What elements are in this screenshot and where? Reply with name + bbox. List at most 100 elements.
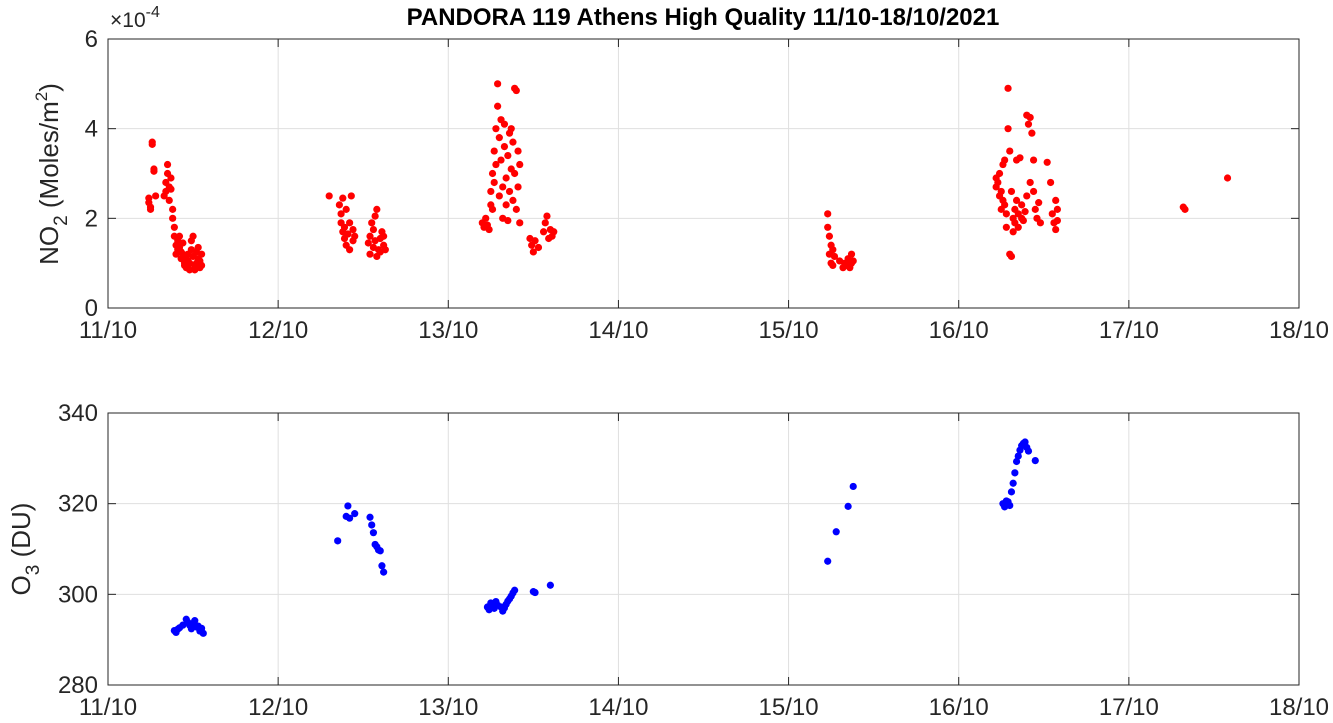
no2-data-point: [366, 232, 374, 240]
no2-data-point: [337, 210, 345, 218]
no2-data-point: [152, 192, 160, 200]
o3-y-tick-label: 280: [58, 672, 98, 699]
no2-data-point: [504, 151, 512, 160]
no2-data-point: [194, 243, 202, 252]
no2-data-point: [1046, 178, 1055, 187]
no2-data-point: [179, 239, 187, 247]
no2-data-point: [1002, 210, 1010, 218]
no2-data-point: [1002, 223, 1010, 231]
no2-data-point: [494, 102, 502, 110]
no2-data-point: [169, 205, 177, 213]
no2-data-point: [167, 174, 175, 182]
no2-data-point: [1029, 156, 1038, 164]
no2-data-point: [1007, 252, 1016, 261]
no2-data-point: [488, 205, 497, 213]
no2-data-point: [494, 80, 502, 88]
no2-data-point: [380, 232, 388, 240]
no2-data-point: [499, 183, 507, 191]
no2-data-point: [167, 185, 175, 193]
no2-data-point: [509, 196, 517, 204]
no2-data-point: [1028, 129, 1036, 137]
no2-y-exponent-base: ×10: [110, 9, 146, 32]
no2-data-point: [490, 147, 498, 155]
no2-data-point: [516, 219, 524, 227]
o3-data-point: [380, 568, 388, 576]
no2-data-point: [1006, 147, 1014, 155]
no2-data-point: [1031, 205, 1039, 213]
no2-data-point: [825, 232, 834, 240]
no2-data-point: [847, 250, 856, 258]
no2-y-tick-label: 2: [85, 205, 98, 232]
no2-data-point: [487, 187, 495, 196]
no2-axes: 11/10 12/10 13/10 14/10 15/10 16/10 17/10 18/10…: [32, 4, 1329, 344]
o3-data-point: [832, 528, 840, 536]
no2-data-point: [482, 214, 490, 222]
no2-data-point: [165, 196, 173, 204]
o3-data-point: [849, 482, 857, 491]
no2-data-point: [1181, 205, 1189, 213]
no2-data-point: [1052, 225, 1060, 234]
no2-data-point: [1029, 187, 1038, 196]
o3-data-point: [1031, 457, 1039, 465]
no2-x-tick-label: 12/10: [248, 317, 308, 344]
o3-x-tick-label: 18/10: [1269, 694, 1329, 721]
no2-data-point: [529, 248, 537, 256]
o3-data-point: [844, 502, 852, 510]
no2-ylabel-close: ): [34, 83, 64, 92]
o3-y-tick-label: 300: [58, 581, 98, 608]
no2-y-axis-label: NO2 (Moles/m2): [32, 83, 72, 265]
o3-ylabel-rest: (DU): [6, 503, 36, 565]
o3-x-tick-label: 14/10: [588, 694, 648, 721]
no2-data-point: [1001, 156, 1009, 164]
no2-data-point: [829, 261, 837, 270]
no2-data-point: [512, 205, 520, 213]
no2-data-point: [186, 266, 194, 274]
no2-data-point: [541, 219, 549, 227]
o3-ylabel-base: O: [6, 575, 36, 595]
no2-data-point: [511, 169, 519, 178]
no2-data-point: [995, 169, 1004, 178]
no2-data-point: [366, 250, 374, 258]
o3-data-point: [199, 629, 207, 637]
no2-data-point: [349, 225, 357, 234]
no2-data-point: [150, 165, 158, 173]
no2-data-point: [1053, 205, 1061, 213]
no2-data-point: [504, 216, 512, 225]
no2-data-point: [170, 223, 178, 231]
no2-data-point: [146, 205, 155, 213]
no2-data-point: [344, 230, 352, 238]
no2-data-point: [502, 174, 510, 182]
no2-data-point: [1023, 192, 1031, 200]
o3-points: [170, 438, 1039, 637]
no2-data-point: [495, 192, 503, 200]
o3-data-point: [366, 513, 374, 521]
no2-data-point: [1019, 216, 1027, 225]
o3-data-point: [191, 617, 199, 625]
o3-data-point: [1011, 469, 1019, 477]
o3-data-point: [334, 537, 342, 545]
no2-data-point: [1018, 201, 1026, 209]
no2-data-point: [1026, 113, 1034, 122]
chart-title: PANDORA 119 Athens High Quality 11/10-18…: [407, 4, 1000, 31]
no2-x-tick-label: 17/10: [1099, 317, 1159, 344]
o3-x-tick-label: 17/10: [1099, 694, 1159, 721]
no2-data-point: [824, 223, 832, 231]
no2-data-point: [1012, 196, 1021, 204]
no2-data-point: [1036, 219, 1044, 227]
no2-data-point: [531, 237, 539, 245]
no2-data-point: [197, 261, 206, 270]
no2-data-point: [997, 187, 1005, 196]
o3-x-tick-label: 15/10: [759, 694, 819, 721]
o3-x-tick-label: 13/10: [418, 694, 478, 721]
no2-data-point: [1004, 84, 1012, 92]
no2-data-point: [364, 239, 372, 247]
no2-y-tick-label: 0: [85, 295, 98, 322]
no2-data-point: [829, 246, 837, 254]
no2-data-point: [497, 156, 505, 164]
o3-data-point: [368, 521, 376, 529]
no2-data-point: [507, 125, 515, 133]
no2-data-point: [368, 219, 376, 227]
o3-data-point: [346, 514, 354, 522]
no2-data-point: [512, 86, 520, 95]
